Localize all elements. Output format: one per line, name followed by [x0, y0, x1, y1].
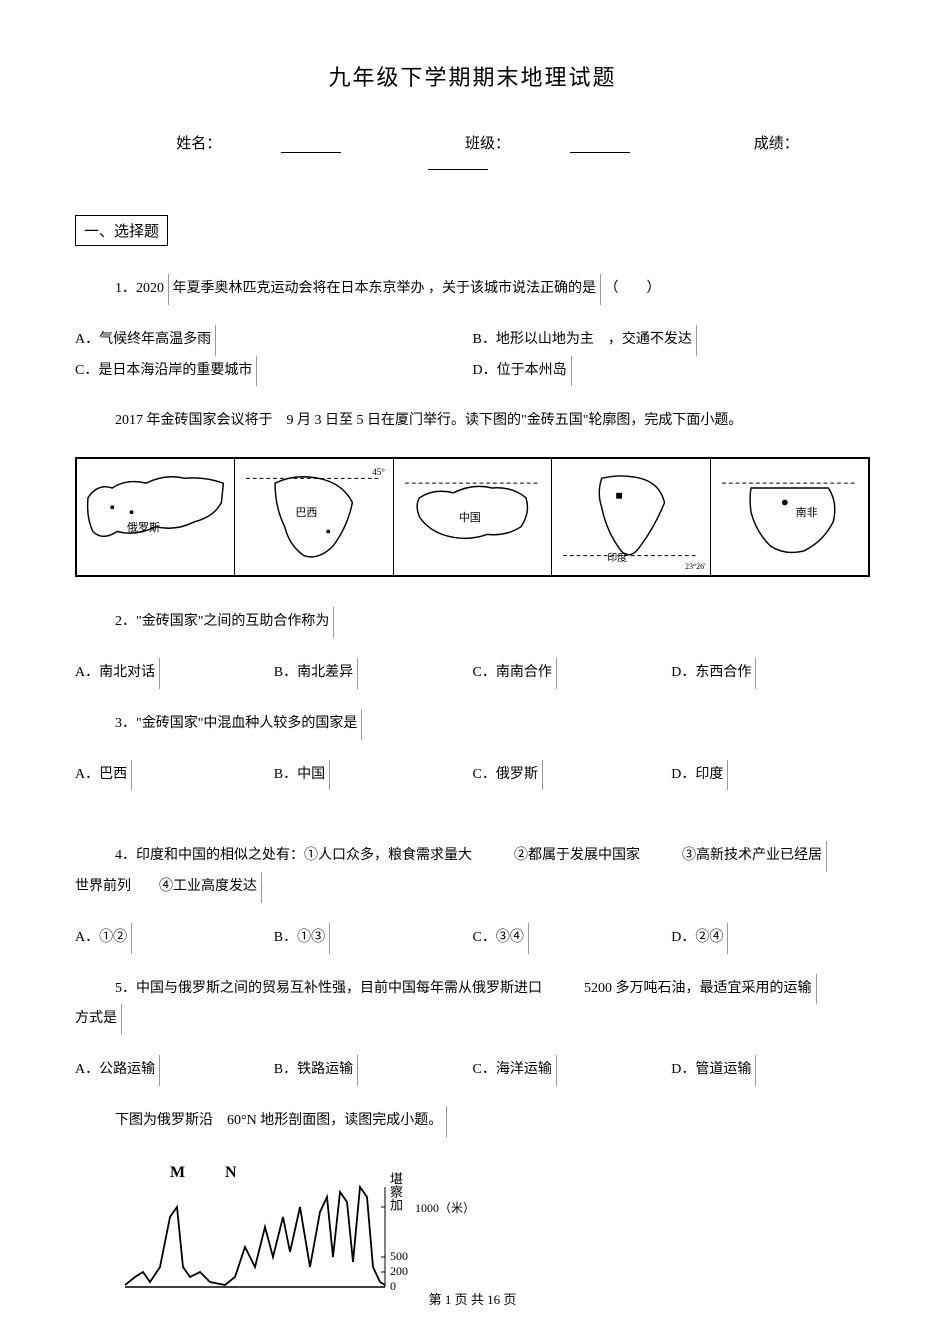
- chart-m-label: M: [170, 1164, 185, 1181]
- question-3: 3．"金砖国家"中混血种人较多的国家是: [75, 709, 870, 740]
- intro-russia-profile: 下图为俄罗斯沿 60°N 地形剖面图，读图完成小题。: [75, 1106, 870, 1137]
- option-5a: A．公路运输: [75, 1055, 274, 1086]
- option-4d: D．②④: [671, 923, 870, 954]
- question-5-options: A．公路运输 B．铁路运输 C．海洋运输 D．管道运输: [75, 1055, 870, 1086]
- exam-title: 九年级下学期期末地理试题: [75, 60, 870, 92]
- chart-ylabel: 堪察加: [386, 1172, 405, 1211]
- option-5c: C．海洋运输: [473, 1055, 672, 1086]
- option-2b: B．南北差异: [274, 658, 473, 689]
- question-1-options: A．气候终年高温多雨 B．地形以山地为主 ，交通不发达 C．是日本海沿岸的重要城…: [75, 325, 870, 387]
- map-india: 印度 23°26': [552, 459, 710, 575]
- question-1: 1．2020 年夏季奥林匹克运动会将在日本东京举办 ，关于该城市说法正确的是 （…: [75, 274, 870, 305]
- question-2: 2．"金砖国家"之间的互助合作称为: [75, 607, 870, 638]
- russia-profile-chart: M N 堪察加 1000（米） 500 200 0: [115, 1157, 455, 1297]
- name-label: 姓名：: [146, 136, 371, 152]
- section-1-header: 一、选择题: [75, 215, 168, 246]
- intro-brics: 2017 年金砖国家会议将于 9 月 3 日至 5 日在厦门举行。读下图的"金砖…: [75, 406, 870, 437]
- page-footer: 第 1 页 共 16 页: [0, 1289, 945, 1308]
- question-3-options: A．巴西 B．中国 C．俄罗斯 D．印度: [75, 760, 870, 791]
- chart-y1000: 1000（米）: [415, 1199, 475, 1216]
- option-2a: A．南北对话: [75, 658, 274, 689]
- option-4c: C．③④: [473, 923, 672, 954]
- question-5: 5．中国与俄罗斯之间的贸易互补性强，目前中国每年需从俄罗斯进口 5200 多万吨…: [75, 974, 870, 1036]
- chart-y200: 200: [390, 1264, 408, 1279]
- option-3b: B．中国: [274, 760, 473, 791]
- option-3c: C．俄罗斯: [473, 760, 672, 791]
- option-5d: D．管道运输: [671, 1055, 870, 1086]
- option-1d: D．位于本州岛: [473, 356, 871, 387]
- question-4: 4．印度和中国的相似之处有：①人口众多，粮食需求量大 ②都属于发展中国家 ③高新…: [75, 810, 870, 902]
- option-1b: B．地形以山地为主 ，交通不发达: [473, 325, 871, 356]
- option-5b: B．铁路运输: [274, 1055, 473, 1086]
- option-4a: A．①②: [75, 923, 274, 954]
- question-4-options: A．①② B．①③ C．③④ D．②④: [75, 923, 870, 954]
- option-3a: A．巴西: [75, 760, 274, 791]
- chart-y500: 500: [390, 1249, 408, 1264]
- map-russia: 俄罗斯: [77, 459, 235, 575]
- chart-n-label: N: [225, 1164, 237, 1181]
- option-1c: C．是日本海沿岸的重要城市: [75, 356, 473, 387]
- question-2-options: A．南北对话 B．南北差异 C．南南合作 D．东西合作: [75, 658, 870, 689]
- class-label: 班级：: [435, 136, 660, 152]
- option-1a: A．气候终年高温多雨: [75, 325, 473, 356]
- brics-maps: 俄罗斯 巴西 45° 中国 印度 23°26' 南非: [75, 457, 870, 577]
- map-safrica: 南非: [711, 459, 868, 575]
- option-4b: B．①③: [274, 923, 473, 954]
- student-info-row: 姓名： 班级： 成绩：: [75, 132, 870, 170]
- map-china: 中国: [394, 459, 552, 575]
- option-3d: D．印度: [671, 760, 870, 791]
- option-2d: D．东西合作: [671, 658, 870, 689]
- option-2c: C．南南合作: [473, 658, 672, 689]
- map-brazil: 巴西 45°: [235, 459, 393, 575]
